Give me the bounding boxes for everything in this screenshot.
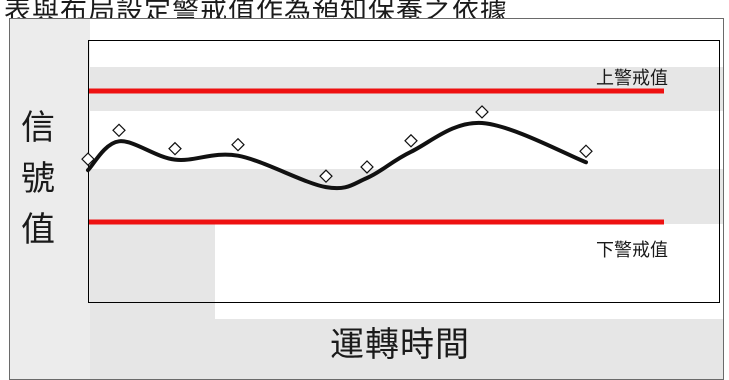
signal-marker-4 (319, 169, 333, 183)
x-axis-label: 運轉時間 (330, 325, 470, 365)
watermark-band-bottom (10, 224, 723, 379)
plot-svg (81, 88, 664, 225)
signal-marker-0 (81, 152, 95, 166)
signal-marker-2 (168, 141, 182, 156)
signal-marker-7 (475, 105, 489, 119)
watermark-band-middle (10, 169, 723, 224)
y-axis-label: 信號值 (21, 108, 55, 250)
diagram-canvas: 表與布局設定警戒值作為預知保養之依據 信號值 上警戒值 下警戒值 運轉時間 (4, 0, 724, 380)
signal-marker-6 (404, 133, 418, 148)
signal-markers (81, 105, 593, 183)
diagram-frame (9, 18, 724, 380)
signal-curve (86, 120, 588, 191)
signal-marker-1 (112, 123, 126, 138)
signal-marker-5 (360, 160, 374, 174)
watermark-band-left (10, 19, 90, 379)
signal-marker-8 (579, 144, 593, 159)
lower-limit-label: 下警戒值 (596, 240, 668, 261)
watermark-graphic (10, 19, 723, 379)
upper-limit-label: 上警戒值 (596, 68, 668, 89)
signal-marker-3 (231, 137, 245, 152)
